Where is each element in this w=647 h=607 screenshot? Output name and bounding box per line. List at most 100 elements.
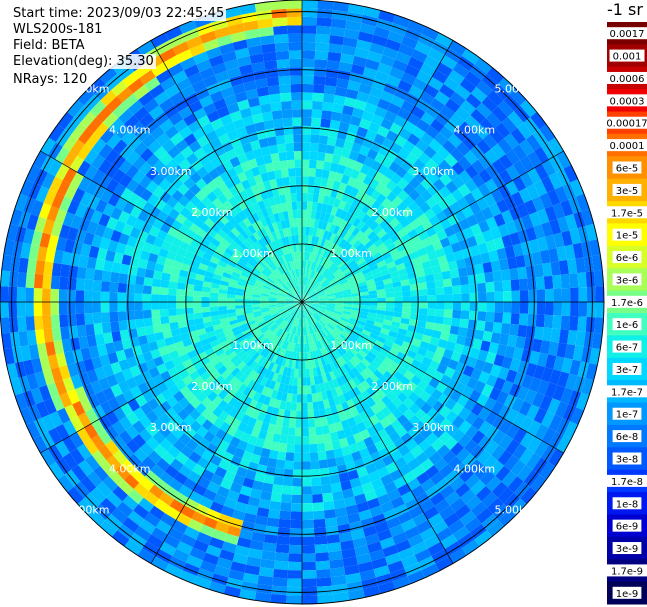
ppi-cell — [315, 42, 330, 52]
ppi-cell — [491, 143, 506, 159]
ppi-cell — [527, 313, 537, 327]
ppi-cell — [351, 289, 360, 295]
ppi-cell — [395, 51, 412, 65]
ppi-cell — [325, 311, 334, 316]
ppi-cell — [310, 303, 319, 306]
ppi-cell — [454, 84, 471, 100]
ppi-cell — [456, 394, 470, 408]
ppi-cell — [455, 230, 467, 242]
ppi-cell — [379, 348, 390, 357]
ppi-cell — [314, 50, 329, 61]
ppi-cell — [423, 55, 441, 70]
ppi-cell — [361, 267, 371, 275]
ppi-cell — [304, 286, 308, 295]
ppi-cell — [308, 279, 314, 288]
ppi-cell — [429, 233, 440, 244]
ppi-cell — [324, 76, 338, 87]
ppi-cell — [376, 336, 387, 344]
ppi-cell — [402, 171, 415, 184]
ppi-cell — [419, 91, 435, 105]
ppi-cell — [311, 117, 322, 127]
ppi-cell — [400, 159, 413, 172]
ppi-cell — [413, 332, 424, 341]
ppi-cell — [354, 341, 364, 350]
ppi-cell — [321, 316, 330, 324]
ppi-cell — [375, 18, 393, 31]
ppi-cell — [302, 293, 305, 302]
ppi-cell — [407, 56, 424, 71]
ppi-cell — [343, 166, 354, 177]
ppi-cell — [347, 224, 357, 235]
ppi-cell — [482, 330, 493, 343]
ppi-cell — [373, 356, 384, 366]
colorbar-tick-label: 1.7e-7 — [611, 387, 643, 398]
ppi-cell — [323, 161, 332, 171]
ppi-cell — [453, 250, 465, 261]
ppi-cell — [501, 356, 513, 370]
ppi-cell — [418, 288, 428, 296]
ppi-cell — [404, 64, 421, 78]
ppi-cell — [421, 334, 432, 344]
ppi-cell — [341, 45, 357, 56]
ppi-cell — [393, 286, 403, 293]
ppi-cell — [451, 428, 465, 443]
ppi-cell — [346, 322, 356, 329]
ppi-cell — [441, 270, 452, 280]
ppi-cell — [386, 366, 397, 376]
ppi-cell — [331, 243, 339, 253]
ppi-cell — [451, 402, 464, 416]
ppi-cell — [350, 286, 360, 292]
ppi-cell — [443, 348, 454, 360]
ppi-cell — [438, 185, 452, 199]
ppi-cell — [417, 213, 429, 225]
ppi-cell — [385, 302, 395, 307]
ppi-cell — [504, 133, 520, 150]
ppi-cell — [377, 306, 386, 311]
ppi-cell — [549, 219, 562, 235]
ppi-cell — [442, 278, 453, 288]
ppi-cell — [305, 260, 309, 269]
ppi-cell — [411, 105, 426, 120]
ppi-cell — [410, 289, 420, 297]
ppi-cell — [431, 329, 442, 339]
ppi-cell — [453, 127, 469, 142]
ppi-cell — [382, 46, 399, 60]
ppi-cell — [309, 159, 317, 169]
ppi-cell — [391, 321, 401, 329]
ppi-cell — [436, 146, 451, 160]
ppi-cell — [384, 315, 394, 322]
ppi-cell — [498, 434, 514, 450]
ppi-cell — [378, 332, 389, 340]
ppi-cell — [325, 290, 334, 295]
ppi-cell — [474, 359, 486, 372]
ppi-cell — [511, 302, 521, 314]
ppi-cell — [526, 183, 540, 200]
ppi-cell — [407, 228, 419, 240]
ppi-cell — [333, 268, 342, 276]
ppi-cell — [586, 286, 596, 302]
colorbar-tick-label: 3e-8 — [616, 455, 639, 466]
ppi-cell — [316, 308, 325, 314]
ppi-cell — [577, 272, 587, 288]
ppi-cell — [541, 176, 555, 193]
ppi-cell — [331, 154, 342, 165]
ppi-cell — [527, 151, 542, 168]
ppi-cell — [317, 194, 325, 204]
ppi-cell — [321, 110, 333, 120]
ppi-cell — [392, 59, 408, 73]
ppi-cell — [403, 223, 415, 234]
ppi-cell — [511, 397, 525, 413]
ppi-cell — [389, 325, 400, 334]
ppi-cell — [380, 361, 391, 371]
ppi-cell — [367, 351, 377, 361]
ppi-cell — [395, 166, 408, 179]
ppi-cell — [490, 401, 504, 416]
ppi-cell — [512, 243, 524, 257]
ppi-cell — [302, 16, 317, 26]
ppi-cell — [379, 247, 390, 256]
ppi-cell — [302, 159, 310, 168]
ppi-cell — [437, 393, 450, 406]
ppi-cell — [318, 296, 327, 300]
ppi-cell — [368, 121, 381, 134]
ppi-cell — [315, 263, 321, 273]
